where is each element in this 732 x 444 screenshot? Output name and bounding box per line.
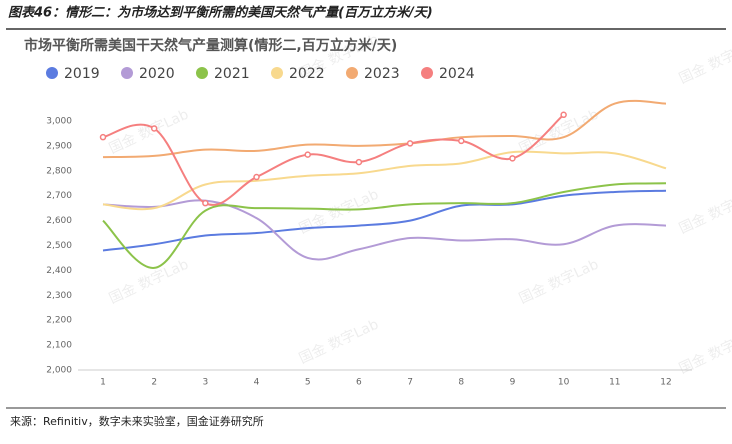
x-tick-label: 5 bbox=[305, 378, 311, 388]
legend-marker bbox=[46, 67, 58, 79]
point bbox=[150, 125, 158, 132]
series-line bbox=[102, 189, 667, 252]
series-line bbox=[102, 150, 667, 211]
watermark: 国金 数字Lab bbox=[517, 256, 602, 307]
legend-marker bbox=[421, 67, 433, 79]
watermark: 国金 数字Lab bbox=[677, 186, 732, 237]
chart-title: 市场平衡所需美国干天然气产量测算(情形二,百万立方米/天) bbox=[24, 37, 397, 54]
legend-marker bbox=[196, 67, 208, 79]
y-tick-label: 2,300 bbox=[46, 291, 72, 301]
y-tick-label: 2,700 bbox=[46, 191, 72, 201]
legend-label: 2024 bbox=[439, 66, 475, 82]
watermark: 国金 数字Lab bbox=[677, 36, 732, 87]
y-tick-label: 2,100 bbox=[46, 341, 72, 351]
x-tick-label: 4 bbox=[254, 378, 260, 388]
x-tick-label: 10 bbox=[558, 378, 570, 388]
x-tick-label: 9 bbox=[510, 378, 516, 388]
x-tick-label: 12 bbox=[660, 378, 671, 388]
point bbox=[509, 155, 516, 162]
point bbox=[355, 158, 363, 166]
y-tick-label: 2,000 bbox=[46, 366, 72, 376]
point bbox=[202, 199, 209, 207]
x-tick-label: 8 bbox=[458, 378, 464, 388]
watermark: 国金 数字Lab bbox=[297, 186, 382, 237]
x-tick-label: 6 bbox=[356, 378, 362, 388]
point bbox=[304, 151, 311, 158]
point bbox=[560, 111, 567, 119]
x-tick-label: 7 bbox=[407, 378, 413, 388]
y-tick-label: 2,600 bbox=[46, 216, 72, 226]
legend-label: 2022 bbox=[289, 66, 325, 82]
watermark: 国金 数字Lab bbox=[107, 256, 192, 307]
x-tick-label: 1 bbox=[100, 378, 106, 388]
x-tick-label: 11 bbox=[609, 378, 620, 388]
x-tick-label: 2 bbox=[151, 378, 157, 388]
y-tick-label: 2,900 bbox=[46, 141, 72, 151]
series-line bbox=[102, 114, 565, 206]
legend-label: 2023 bbox=[364, 66, 400, 82]
legend-label: 2021 bbox=[214, 66, 250, 82]
point bbox=[458, 137, 465, 145]
y-tick-label: 2,800 bbox=[46, 166, 72, 176]
legend-marker bbox=[271, 67, 283, 79]
y-tick-label: 3,000 bbox=[46, 117, 72, 127]
point bbox=[99, 133, 107, 141]
series-line bbox=[102, 182, 667, 269]
header: 图表46：情形二：为市场达到平衡所需的美国天然气产量(百万立方米/天) bbox=[8, 5, 433, 21]
legend-label: 2019 bbox=[64, 66, 100, 82]
y-tick-label: 2,200 bbox=[46, 316, 72, 326]
y-tick-label: 2,500 bbox=[46, 241, 72, 251]
legend-marker bbox=[346, 67, 358, 79]
x-tick-label: 3 bbox=[202, 378, 208, 388]
legend-label: 2020 bbox=[139, 66, 175, 82]
series-line bbox=[102, 99, 667, 159]
y-tick-label: 2,400 bbox=[46, 266, 72, 276]
legend-marker bbox=[121, 67, 133, 79]
watermark: 国金 数字Lab bbox=[297, 316, 382, 367]
point bbox=[406, 140, 414, 147]
source: 来源：Refinitiv，数字未来实验室，国金证券研究所 bbox=[10, 414, 264, 428]
watermark: 国金 数字Lab bbox=[107, 106, 192, 157]
point bbox=[253, 173, 260, 181]
